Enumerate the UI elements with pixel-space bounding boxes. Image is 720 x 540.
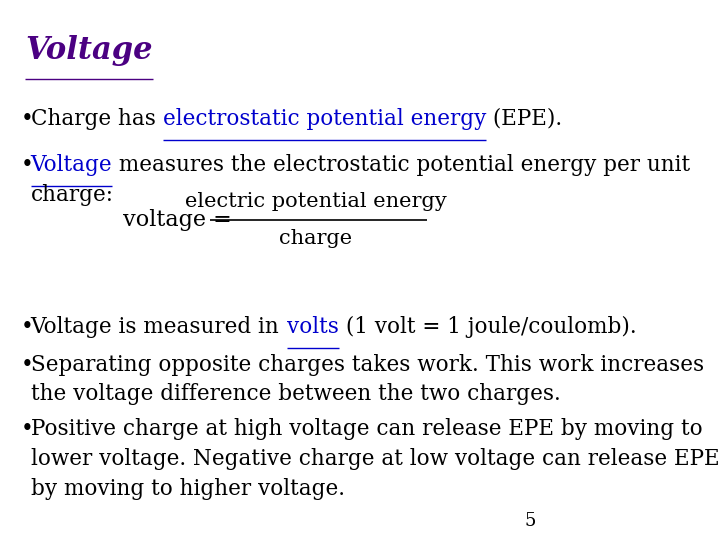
Text: measures the electrostatic potential energy per unit: measures the electrostatic potential ene… [112,154,690,176]
Text: electrostatic potential energy: electrostatic potential energy [163,108,486,130]
Text: •: • [21,354,34,376]
Text: Voltage: Voltage [31,154,112,176]
Text: charge:: charge: [31,184,114,206]
Text: electric potential energy: electric potential energy [185,192,446,211]
Text: Positive charge at high voltage can release EPE by moving to: Positive charge at high voltage can rele… [31,418,702,441]
Text: by moving to higher voltage.: by moving to higher voltage. [31,478,345,500]
Text: •: • [21,154,34,176]
Text: voltage =: voltage = [123,209,239,231]
Text: (EPE).: (EPE). [487,108,562,130]
Text: the voltage difference between the two charges.: the voltage difference between the two c… [31,383,560,406]
Text: •: • [21,316,34,338]
Text: •: • [21,108,34,130]
Text: volts: volts [287,316,338,338]
Text: (1 volt = 1 joule/coulomb).: (1 volt = 1 joule/coulomb). [338,316,636,338]
Text: 5: 5 [525,512,536,530]
Text: •: • [21,418,34,441]
Text: Voltage: Voltage [25,35,153,66]
Text: Charge has: Charge has [31,108,163,130]
Text: lower voltage. Negative charge at low voltage can release EPE: lower voltage. Negative charge at low vo… [31,448,719,470]
Text: Separating opposite charges takes work. This work increases: Separating opposite charges takes work. … [31,354,704,376]
Text: charge: charge [279,228,352,248]
Text: Voltage is measured in: Voltage is measured in [31,316,287,338]
